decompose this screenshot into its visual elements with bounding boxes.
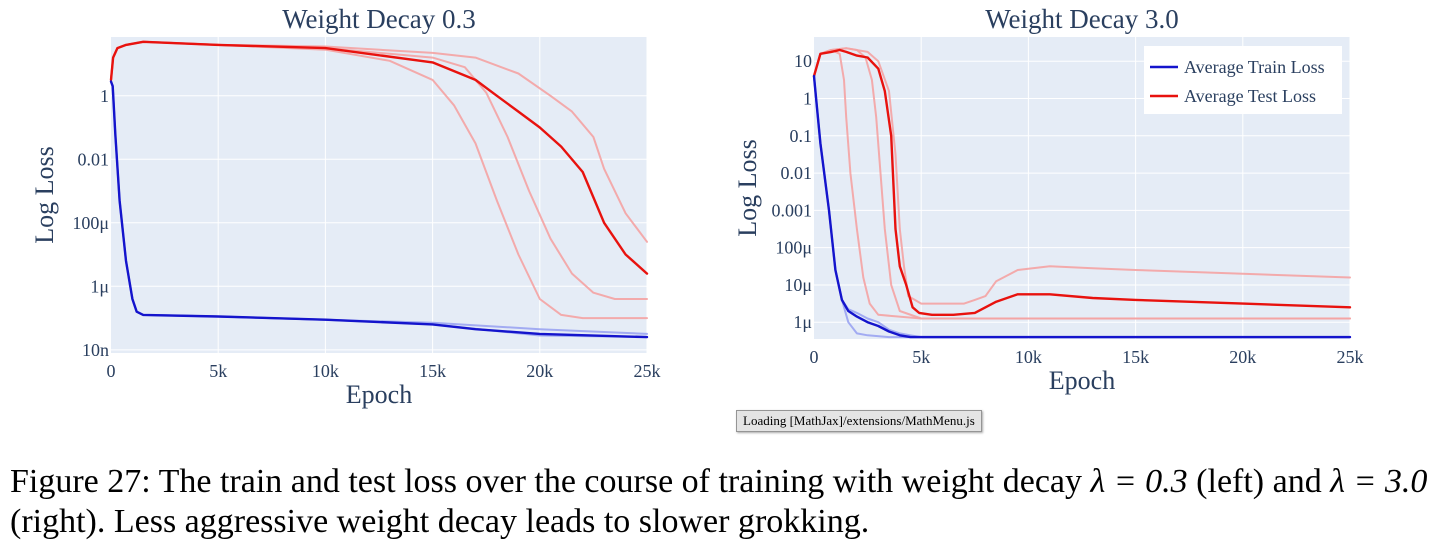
x-tick-label: 15k bbox=[419, 361, 446, 381]
legend-label: Average Test Loss bbox=[1184, 86, 1316, 106]
x-axis-title: Epoch bbox=[1049, 366, 1115, 395]
legend-box bbox=[1144, 46, 1342, 114]
y-axis-title: Log Loss bbox=[733, 139, 762, 237]
x-tick-label: 25k bbox=[634, 361, 661, 381]
x-tick-label: 0 bbox=[107, 361, 116, 381]
y-tick-label: 100μ bbox=[72, 213, 109, 233]
y-tick-label: 0.001 bbox=[772, 200, 813, 220]
chart-weight-decay-0-3: 0 5k 10k 15k 20k 25k 1 0.01 100μ 1μ 10n Weight Deca… bbox=[30, 4, 661, 409]
y-tick-label: 1 bbox=[803, 89, 812, 109]
x-tick-label: 15k bbox=[1122, 347, 1149, 367]
legend-label: Average Train Loss bbox=[1184, 57, 1325, 77]
y-tick-label: 10μ bbox=[784, 275, 812, 295]
figure-caption: Figure 27: The train and test loss over … bbox=[10, 462, 1450, 542]
x-axis-title: Epoch bbox=[346, 380, 412, 409]
series-line-test-average bbox=[812, 48, 1352, 316]
chart-weight-decay-3-0: 0 5k 10k 15k 20k 25k 10 1 0.1 0.01 0.001 100μ 10μ 1μ W… bbox=[733, 4, 1364, 395]
x-tick-label: 20k bbox=[1229, 347, 1256, 367]
caption-mid: (left) and bbox=[1187, 463, 1331, 500]
x-tick-label: 10k bbox=[312, 361, 339, 381]
x-tick-label: 10k bbox=[1015, 347, 1042, 367]
y-tick-label: 10n bbox=[82, 340, 109, 360]
chart-title: Weight Decay 0.3 bbox=[282, 4, 476, 34]
mathjax-loading-status: Loading [MathJax]/extensions/MathMenu.js bbox=[736, 410, 982, 432]
caption-lambda-right: λ = 3.0 bbox=[1330, 463, 1428, 500]
series-line-test-average bbox=[109, 40, 649, 275]
chart-legend: Average Train Loss Average Test Loss bbox=[1144, 46, 1342, 114]
y-tick-label: 1μ bbox=[90, 276, 109, 296]
plot-area bbox=[111, 37, 647, 353]
x-tick-label: 5k bbox=[912, 347, 930, 367]
x-tick-label: 20k bbox=[526, 361, 553, 381]
y-tick-label: 0.01 bbox=[78, 149, 110, 169]
y-tick-label: 1 bbox=[100, 86, 109, 106]
x-tick-label: 0 bbox=[810, 347, 819, 367]
chart-title: Weight Decay 3.0 bbox=[985, 4, 1179, 34]
x-tick-label: 25k bbox=[1337, 347, 1364, 367]
caption-lead: Figure 27: The train and test loss over … bbox=[10, 463, 1091, 500]
y-tick-label: 10 bbox=[794, 51, 812, 71]
y-tick-label: 100μ bbox=[775, 238, 812, 258]
series-line-train-average bbox=[109, 80, 649, 339]
x-tick-label: 5k bbox=[209, 361, 227, 381]
series-line-test-run bbox=[813, 47, 1351, 305]
series-line-train-average bbox=[812, 74, 1352, 339]
caption-lambda-left: λ = 0.3 bbox=[1090, 463, 1188, 500]
y-tick-label: 1μ bbox=[793, 312, 812, 332]
caption-tail: (right). Less aggressive weight decay le… bbox=[10, 503, 870, 540]
y-tick-label: 0.1 bbox=[790, 126, 813, 146]
y-axis-title: Log Loss bbox=[30, 146, 59, 244]
y-tick-label: 0.01 bbox=[781, 163, 813, 183]
